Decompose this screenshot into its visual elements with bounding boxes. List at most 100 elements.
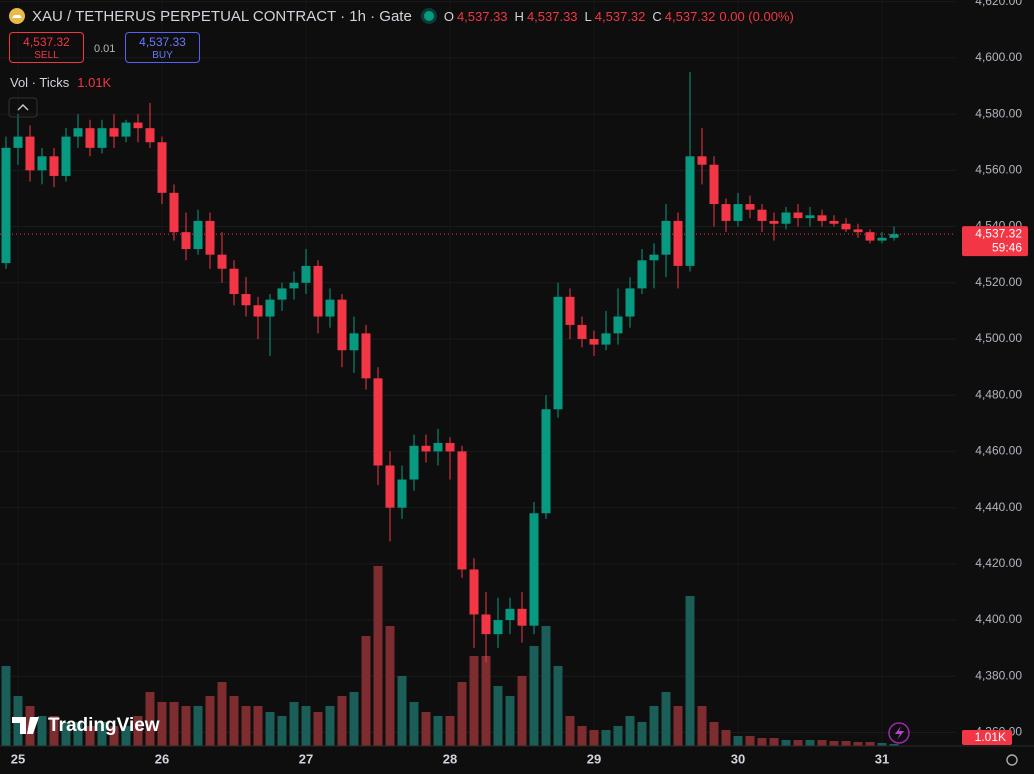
- candle-body: [277, 288, 287, 300]
- candle-body: [709, 164, 719, 205]
- volume-bar: [829, 741, 839, 746]
- buy-button[interactable]: 4,537.33 BUY: [125, 32, 200, 63]
- volume-bar: [445, 716, 455, 746]
- lightning-glyph: [895, 726, 904, 740]
- buy-label: BUY: [152, 50, 173, 61]
- candle-body: [805, 215, 815, 219]
- volume-bar: [229, 696, 239, 746]
- y-tick-label: 4,520.00: [975, 275, 1022, 289]
- volume-bar: [169, 702, 179, 746]
- volume-legend: Vol · Ticks 1.01K: [10, 75, 111, 90]
- last-price-box: [962, 226, 1028, 257]
- candle-body: [517, 608, 527, 626]
- price-axis-bg: [955, 0, 1034, 746]
- candle-body: [757, 209, 767, 221]
- candle-body: [397, 479, 407, 508]
- candle-body: [229, 268, 239, 295]
- candle-body: [841, 223, 851, 230]
- status-dot: [423, 11, 434, 21]
- candle-body: [637, 260, 647, 289]
- candle-body: [829, 220, 839, 224]
- volume-bar: [49, 716, 59, 746]
- volume-bar: [97, 722, 107, 746]
- volume-bar: [661, 692, 671, 746]
- y-tick-label: 4,460.00: [975, 444, 1022, 458]
- volume-bar: [757, 738, 767, 746]
- x-tick-label: 25: [11, 751, 25, 766]
- candle-body: [601, 333, 611, 345]
- ohlc-key: H: [514, 8, 524, 24]
- candle-body: [745, 204, 755, 210]
- candle-body: [325, 299, 335, 317]
- candle-body: [445, 442, 455, 452]
- volume-bar: [373, 566, 383, 746]
- volume-bar: [805, 740, 815, 746]
- x-tick-label: 31: [875, 751, 889, 766]
- volume-bar: [589, 730, 599, 746]
- y-tick-label: 4,400.00: [975, 612, 1022, 626]
- volume-bar: [541, 626, 551, 746]
- volume-bar: [769, 738, 779, 746]
- volume-bar: [385, 626, 395, 746]
- volume-bar: [253, 706, 263, 746]
- candle-body: [133, 122, 143, 129]
- sell-button[interactable]: 4,537.32 SELL: [9, 32, 84, 63]
- y-tick-label: 4,560.00: [975, 163, 1022, 177]
- candle-body: [661, 220, 671, 255]
- collapse-button[interactable]: [8, 97, 38, 118]
- volume-bar: [193, 706, 203, 746]
- last-price-label: 4,537.32: [975, 226, 1022, 240]
- candle-body: [505, 608, 515, 621]
- x-tick-label: 29: [587, 751, 601, 766]
- lightning-icon[interactable]: [888, 722, 910, 744]
- logo-text: TradingView: [48, 715, 160, 736]
- volume-bar: [673, 706, 683, 746]
- sell-price: 4,537.32: [23, 35, 70, 49]
- change: 0.00 (0.00%): [719, 8, 794, 24]
- settings-icon[interactable]: [1006, 754, 1018, 766]
- volume-bar: [409, 702, 419, 746]
- symbol-glyph: [12, 15, 22, 18]
- volume-bar: [817, 740, 827, 746]
- candle-body: [769, 220, 779, 224]
- candle-body: [97, 128, 107, 148]
- volume-bar: [85, 726, 95, 746]
- candle-body: [733, 204, 743, 221]
- volume-bar: [457, 682, 467, 746]
- y-tick-label: 4,380.00: [975, 668, 1022, 682]
- volume-bar: [493, 686, 503, 746]
- volume-bar: [205, 696, 215, 746]
- volume-label: 1.01K: [975, 730, 1006, 744]
- candle-body: [793, 212, 803, 219]
- volume-bar: [217, 682, 227, 746]
- x-tick-label: 28: [443, 751, 457, 766]
- candle-body: [781, 212, 791, 224]
- x-tick-label: 30: [731, 751, 745, 766]
- volume-label-box: [962, 730, 1012, 745]
- candle-body: [697, 156, 707, 165]
- volume-bar: [889, 743, 899, 746]
- volume-bar: [325, 706, 335, 746]
- header: XAU / TETHERUS PERPETUAL CONTRACT · 1h ·…: [8, 6, 794, 26]
- volume-bar: [781, 740, 791, 746]
- volume-bar: [865, 742, 875, 746]
- candle-body: [193, 220, 203, 250]
- y-tick-label: 4,620.00: [975, 0, 1022, 8]
- candle-body: [673, 220, 683, 266]
- candle-body: [625, 288, 635, 317]
- x-tick-label: 27: [299, 751, 313, 766]
- candle-body: [265, 299, 275, 317]
- ohlc-legend: O 4,537.33 H 4,537.33 L 4,537.32 C 4,537.32: [444, 9, 720, 24]
- ohlc-value: 4,537.32: [594, 8, 646, 24]
- candle-body: [205, 220, 215, 255]
- candle-body: [25, 136, 35, 171]
- volume-bar: [241, 706, 251, 746]
- ohlc-value: 4,537.33: [456, 8, 508, 24]
- volume-bar: [61, 722, 71, 746]
- y-tick-label: 4,500.00: [975, 331, 1022, 345]
- volume-bar: [361, 636, 371, 746]
- candle-body: [85, 128, 95, 148]
